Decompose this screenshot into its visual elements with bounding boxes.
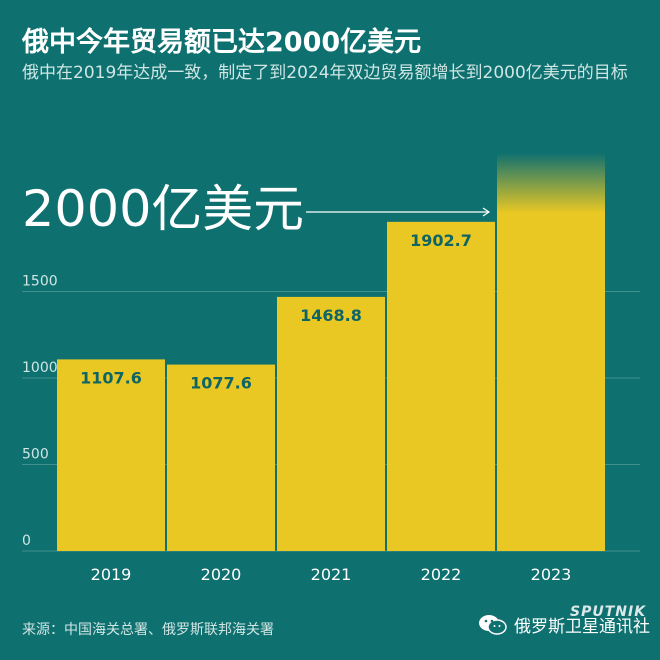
bar xyxy=(167,364,275,551)
x-tick-label: 2021 xyxy=(311,565,352,584)
target-annotation-label: 2000亿美元 xyxy=(22,180,304,238)
bar xyxy=(57,359,165,551)
bar xyxy=(277,296,385,551)
bar-value-label: 1902.7 xyxy=(410,231,472,250)
brand: 俄罗斯卫星通讯社 xyxy=(478,612,650,637)
page-subtitle: 俄中在2019年达成一致，制定了到2024年双边贸易额增长到2000亿美元的目标 xyxy=(22,63,628,83)
sputnik-logo: SPUTNIK xyxy=(570,604,647,620)
wechat-icon xyxy=(479,614,507,635)
y-tick-label: 1000 xyxy=(22,360,58,376)
x-tick-label: 2019 xyxy=(91,565,132,584)
bar-value-label: 1468.8 xyxy=(300,306,362,325)
x-tick-label: 2022 xyxy=(421,565,462,584)
source-note: 来源：中国海关总署、俄罗斯联邦海关署 xyxy=(22,622,274,638)
bar xyxy=(497,213,605,551)
y-tick-label: 0 xyxy=(22,533,31,549)
x-tick-label: 2023 xyxy=(531,565,572,584)
y-tick-label: 1500 xyxy=(22,274,58,290)
target-arrow-head xyxy=(482,207,491,217)
bar xyxy=(387,221,495,552)
x-tick-label: 2020 xyxy=(201,565,242,584)
page-title: 俄中今年贸易额已达2000亿美元 xyxy=(22,27,422,58)
bar-value-label: 1077.6 xyxy=(190,374,252,393)
bar-fade xyxy=(497,153,605,213)
brand-name: 俄罗斯卫星通讯社 xyxy=(514,617,650,637)
bar-value-label: 1107.6 xyxy=(80,368,142,387)
y-tick-label: 500 xyxy=(22,447,49,463)
